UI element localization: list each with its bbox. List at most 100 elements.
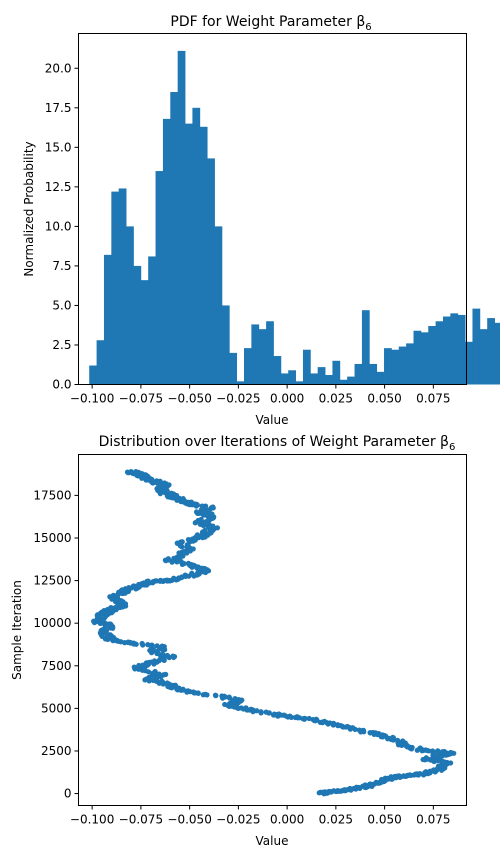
trace-point — [161, 480, 167, 486]
histogram-bar — [465, 341, 473, 385]
trace-ytick-label: 5000 — [41, 701, 72, 715]
histogram-bar — [325, 375, 333, 385]
histogram-bar — [302, 349, 311, 385]
trace-point — [156, 671, 162, 677]
trace-point — [219, 693, 225, 699]
histogram-bar — [487, 318, 495, 385]
trace-point — [302, 715, 308, 721]
histogram-bar — [221, 305, 230, 385]
histogram-title: PDF for Weight Parameter β6 — [170, 14, 371, 33]
trace-point — [202, 691, 209, 697]
histogram-bar — [170, 92, 179, 385]
histogram-bar — [251, 324, 260, 385]
trace-point — [151, 658, 158, 664]
histogram-ticks: −0.100 −0.075 −0.050 −0.025 0.000 0.025 0.050 0… — [45, 61, 451, 405]
trace-point — [128, 468, 134, 475]
histogram-ytick-label: 2.5 — [52, 338, 71, 352]
trace-title-subscript: 6 — [449, 442, 455, 453]
trace-point — [394, 737, 401, 743]
trace-point — [350, 725, 356, 731]
trace-point — [399, 738, 406, 744]
trace-point — [390, 734, 396, 740]
histogram-ytick-label: 17.5 — [45, 101, 72, 115]
trace-point — [110, 592, 116, 599]
histogram-bar — [310, 373, 319, 385]
histogram-bar — [229, 352, 238, 385]
trace-point — [189, 570, 195, 576]
trace-point — [145, 579, 151, 585]
trace-point — [154, 478, 160, 484]
histogram-bar — [413, 330, 422, 385]
histogram-bar — [479, 329, 488, 385]
trace-point — [209, 511, 215, 517]
histogram-bar — [347, 376, 355, 385]
trace-point — [152, 668, 158, 675]
histogram-bar — [472, 308, 481, 385]
trace-point — [360, 727, 367, 734]
histogram-bar — [103, 254, 112, 385]
histogram-bar — [384, 348, 392, 385]
trace-ticks: −0.100 −0.075 −0.050 −0.025 0.000 0.025 0.050 0… — [33, 488, 450, 826]
histogram-xlabel: Value — [256, 413, 289, 427]
histogram-bar — [428, 326, 437, 385]
histogram-bar — [420, 332, 429, 385]
trace-point — [407, 772, 413, 778]
trace-point — [154, 643, 160, 649]
trace-title: Distribution over Iterations of Weight P… — [99, 434, 456, 453]
histogram-bar — [96, 340, 105, 385]
trace-xlabel: Value — [256, 834, 289, 848]
trace-point — [214, 525, 221, 531]
histogram-bar — [317, 367, 326, 385]
trace-point — [170, 653, 176, 659]
histogram-bar — [192, 107, 201, 385]
histogram-bar — [339, 379, 348, 385]
trace-point — [335, 722, 341, 728]
trace-point — [321, 718, 328, 725]
trace-point — [159, 643, 165, 649]
trace-point — [151, 578, 157, 585]
histogram-bar — [118, 188, 127, 385]
trace-point — [263, 709, 269, 715]
trace-point — [136, 662, 142, 669]
trace-xtick-label: 0.075 — [416, 813, 450, 827]
histogram-bar — [406, 343, 414, 385]
histogram-title-text: PDF for Weight Parameter β — [170, 14, 365, 30]
trace-point — [294, 714, 300, 720]
histogram-bar — [376, 371, 385, 385]
trace-point — [164, 577, 171, 583]
trace-point — [108, 605, 114, 611]
trace-point — [353, 784, 360, 790]
trace-point — [210, 504, 216, 510]
trace-point — [226, 694, 232, 700]
trace-point — [306, 715, 312, 722]
trace-point — [179, 539, 185, 545]
trace-point — [172, 682, 179, 688]
trace-point — [139, 640, 145, 647]
trace-point — [125, 639, 131, 645]
trace-point — [396, 773, 402, 779]
histogram-bar — [111, 191, 120, 385]
histogram-bar — [450, 313, 459, 385]
histogram-bar — [280, 373, 289, 385]
trace-point — [180, 495, 186, 502]
histogram-ytick-label: 0.0 — [52, 378, 71, 392]
trace-point — [183, 572, 189, 579]
trace-point — [193, 509, 200, 515]
histogram-bar — [133, 265, 142, 385]
histogram-bar — [177, 50, 186, 385]
histogram-bar — [155, 171, 164, 385]
trace-point — [423, 755, 429, 761]
trace-point — [401, 773, 407, 779]
trace-point — [180, 686, 186, 692]
histogram-bar — [273, 356, 282, 385]
histogram-title-subscript: 6 — [365, 22, 371, 33]
trace-point — [287, 713, 293, 719]
trace-point — [331, 788, 337, 794]
trace-point — [417, 745, 423, 751]
trace-point — [165, 556, 171, 562]
histogram-ytick-label: 20.0 — [45, 61, 72, 75]
histogram-bars — [89, 50, 500, 385]
trace-point — [202, 527, 208, 534]
histogram-bar — [214, 226, 223, 385]
